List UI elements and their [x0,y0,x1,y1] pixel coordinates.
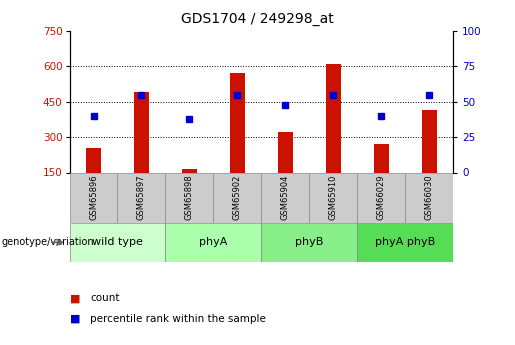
Text: GSM66029: GSM66029 [377,175,386,220]
Bar [310,172,357,223]
Bar [230,73,245,172]
Bar [86,148,101,172]
Text: GDS1704 / 249298_at: GDS1704 / 249298_at [181,12,334,26]
Text: GSM65897: GSM65897 [137,175,146,220]
Text: phyB: phyB [295,237,323,247]
Bar [325,64,341,172]
Text: GSM65902: GSM65902 [233,175,242,220]
Bar [261,172,310,223]
Bar [117,172,165,223]
Text: count: count [90,294,119,303]
Bar [134,92,149,172]
Text: wild type: wild type [92,237,143,247]
Text: GSM65910: GSM65910 [329,175,338,220]
Bar [261,223,357,262]
Bar [182,169,197,172]
Text: genotype/variation: genotype/variation [1,237,94,247]
Bar [278,132,293,172]
Text: phyA: phyA [199,237,228,247]
Text: GSM65898: GSM65898 [185,175,194,220]
Bar [70,223,165,262]
Bar [70,172,117,223]
Text: GSM65904: GSM65904 [281,175,290,220]
Bar [405,172,453,223]
Text: ■: ■ [70,314,80,324]
Bar [422,110,437,172]
Text: phyA phyB: phyA phyB [375,237,435,247]
Bar [357,172,405,223]
Text: ■: ■ [70,294,80,303]
Bar [373,144,389,172]
Text: GSM65896: GSM65896 [89,175,98,220]
Bar [165,172,213,223]
Bar [165,223,261,262]
Text: GSM66030: GSM66030 [425,175,434,220]
Bar [357,223,453,262]
Bar [213,172,261,223]
Text: percentile rank within the sample: percentile rank within the sample [90,314,266,324]
